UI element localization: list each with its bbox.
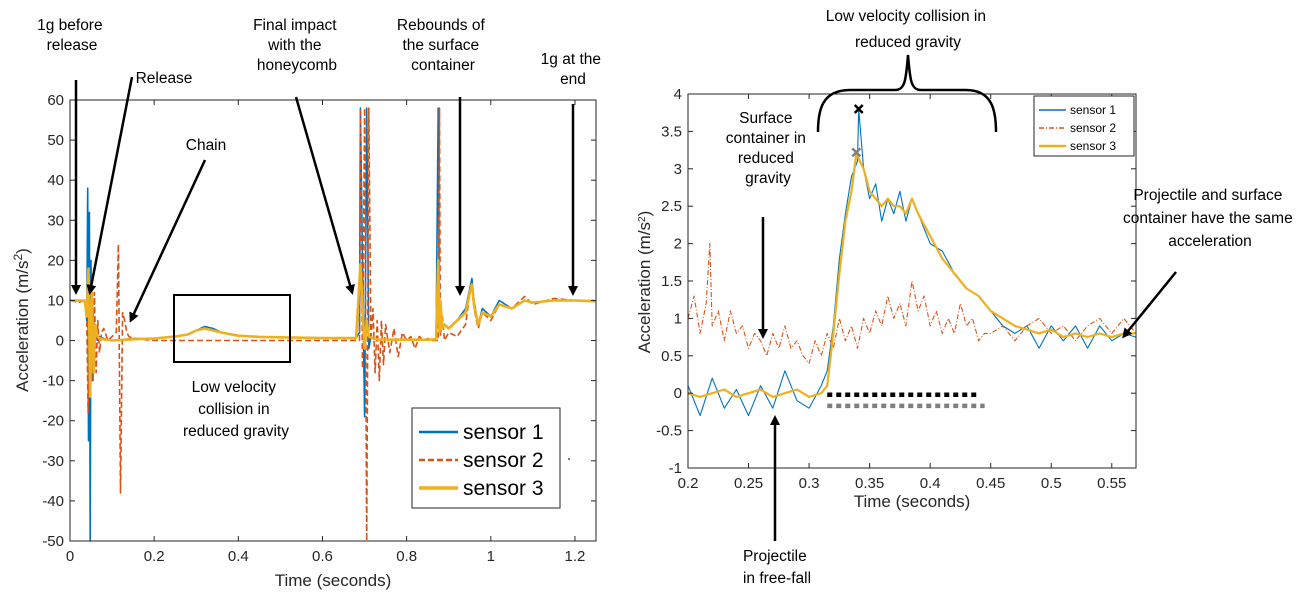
annotation-low-velocity-top: Low velocity collision in reduced gravit… bbox=[826, 8, 991, 51]
left-series-sensor-2 bbox=[69, 107, 596, 542]
left-y-tick-label: 60 bbox=[47, 92, 64, 109]
left-legend-label-sensor-1: sensor 1 bbox=[463, 421, 544, 444]
annotation-same-acceleration: Projectile and surface container have th… bbox=[1123, 187, 1297, 250]
left-y-axis-label: Acceleration (m/s2) bbox=[11, 248, 32, 392]
right-x-tick-label: 0.4 bbox=[920, 475, 941, 492]
right-series-group bbox=[687, 108, 1137, 417]
left-legend: sensor 1 sensor 2 sensor 3 bbox=[411, 407, 561, 509]
left-x-axis-label: Time (seconds) bbox=[275, 571, 392, 590]
arrow-final-impact bbox=[294, 96, 355, 295]
annotation-rebounds: Rebounds of the surface container bbox=[397, 17, 489, 74]
left-x-ticks: 0 0.2 0.4 0.6 0.8 1 1.2 bbox=[66, 100, 586, 565]
left-y-tick-label: -40 bbox=[42, 493, 64, 510]
left-plot-frame bbox=[69, 99, 597, 542]
right-x-tick-label: 0.55 bbox=[1097, 475, 1126, 492]
annotation-surface-container: Surface container in reduced gravity bbox=[726, 110, 810, 187]
peak-marker bbox=[853, 104, 864, 114]
right-y-tick-label: 3.5 bbox=[661, 123, 682, 140]
right-y-tick-label: 3 bbox=[674, 161, 682, 178]
left-y-tick-label: -20 bbox=[42, 413, 64, 430]
right-x-tick-label: 0.45 bbox=[976, 475, 1005, 492]
left-chart: 0 0.2 0.4 0.6 0.8 1 1.2 -50 -40 -30 -20 -10 0 10 20 30… bbox=[11, 17, 606, 590]
annotation-release: Release bbox=[136, 70, 193, 87]
right-legend-label-sensor-3: sensor 3 bbox=[1070, 139, 1116, 153]
left-y-ticks: -50 -40 -30 -20 -10 0 10 20 30 40 50 60 bbox=[42, 92, 596, 550]
right-y-tick-label: 1 bbox=[674, 310, 682, 327]
left-x-tick-label: 0 bbox=[66, 548, 74, 565]
right-x-ticks: 0.2 0.25 0.3 0.35 0.4 0.45 0.5 0.55 bbox=[678, 94, 1126, 492]
right-y-tick-label: -1 bbox=[669, 460, 682, 477]
stray-dot bbox=[568, 458, 570, 460]
right-y-tick-label: -0.5 bbox=[656, 423, 682, 440]
left-legend-label-sensor-2: sensor 2 bbox=[463, 449, 544, 472]
right-legend: sensor 1 sensor 2 sensor 3 bbox=[1033, 95, 1135, 157]
right-x-tick-label: 0.2 bbox=[678, 475, 699, 492]
left-legend-label-sensor-3: sensor 3 bbox=[463, 477, 544, 500]
right-chart: 0.2 0.25 0.3 0.35 0.4 0.45 0.5 0.55 -1 -0.5 0 0.5 1… bbox=[635, 8, 1297, 587]
right-y-tick-label: 1.5 bbox=[661, 273, 682, 290]
arrow-chain bbox=[129, 159, 207, 323]
right-y-tick-label: 0.5 bbox=[661, 348, 682, 365]
right-x-tick-label: 0.25 bbox=[734, 475, 763, 492]
left-annotations: 1g before release Release Chain Final im… bbox=[37, 17, 606, 440]
right-series-sensor-2 bbox=[687, 243, 1137, 364]
right-y-axis-label: Acceleration (m/s2) bbox=[635, 211, 654, 354]
annotation-final-impact: Final impact with the honeycomb bbox=[253, 17, 341, 74]
left-x-tick-label: 1.2 bbox=[565, 548, 586, 565]
right-legend-box bbox=[1033, 95, 1135, 157]
annotation-free-fall: Projectile in free-fall bbox=[743, 548, 811, 587]
left-x-tick-label: 0.2 bbox=[144, 548, 165, 565]
left-x-tick-label: 0.4 bbox=[228, 548, 249, 565]
right-y-tick-label: 0 bbox=[674, 385, 682, 402]
annotation-low-velocity: Low velocity collision in reduced gravit… bbox=[183, 379, 289, 440]
left-y-tick-label: 50 bbox=[47, 132, 64, 149]
left-y-tick-label: 30 bbox=[47, 212, 64, 229]
right-x-axis-label: Time (seconds) bbox=[854, 492, 971, 511]
right-y-ticks: -1 -0.5 0 0.5 1 1.5 2 2.5 3 3.5 4 bbox=[656, 86, 1136, 477]
left-y-tick-label: -30 bbox=[42, 453, 64, 470]
right-y-tick-label: 2 bbox=[674, 236, 682, 253]
right-series-sensor-3 bbox=[687, 152, 1136, 398]
annotation-end: 1g at the end bbox=[541, 51, 606, 88]
left-legend-box bbox=[411, 407, 561, 509]
left-x-tick-label: 0.8 bbox=[396, 548, 417, 565]
left-y-tick-label: 0 bbox=[56, 333, 64, 350]
arrow-release bbox=[86, 76, 134, 295]
right-annotations: Low velocity collision in reduced gravit… bbox=[726, 8, 1297, 587]
right-legend-label-sensor-1: sensor 1 bbox=[1070, 103, 1116, 117]
peak-marker-stroke bbox=[851, 147, 862, 158]
left-y-tick-label: 40 bbox=[47, 172, 64, 189]
right-y-tick-label: 2.5 bbox=[661, 198, 682, 215]
right-y-tick-label: 4 bbox=[674, 86, 682, 103]
left-series-sensor-3 bbox=[70, 259, 597, 399]
left-x-tick-label: 0.6 bbox=[312, 548, 333, 565]
low-velocity-box bbox=[173, 294, 291, 363]
annotation-chain: Chain bbox=[186, 137, 227, 154]
right-x-tick-label: 0.5 bbox=[1041, 475, 1062, 492]
curly-brace bbox=[816, 54, 998, 133]
left-series-group bbox=[69, 107, 597, 542]
left-y-tick-label: 10 bbox=[47, 292, 64, 309]
peak-marker-stroke bbox=[853, 104, 864, 114]
annotation-before-release: 1g before release bbox=[37, 17, 107, 54]
left-x-tick-label: 1 bbox=[487, 548, 495, 565]
right-overlays bbox=[827, 104, 985, 409]
right-x-tick-label: 0.3 bbox=[799, 475, 820, 492]
left-y-tick-label: 20 bbox=[47, 252, 64, 269]
right-x-tick-label: 0.35 bbox=[855, 475, 884, 492]
right-legend-label-sensor-2: sensor 2 bbox=[1070, 121, 1116, 135]
peak-marker bbox=[851, 147, 862, 158]
arrow-same-acceleration bbox=[1122, 271, 1177, 339]
left-y-tick-label: -50 bbox=[42, 533, 64, 550]
left-y-tick-label: -10 bbox=[42, 373, 64, 390]
